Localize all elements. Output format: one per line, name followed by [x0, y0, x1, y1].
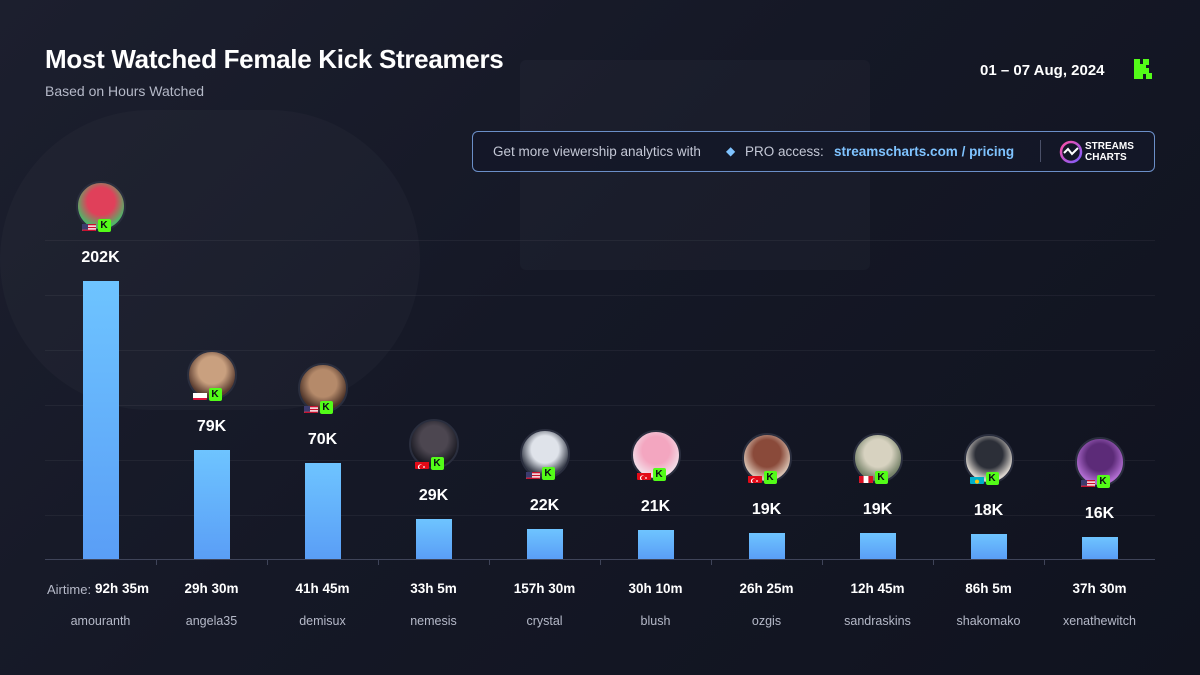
streamer-avatar	[630, 430, 681, 480]
gridline	[45, 515, 1155, 516]
bar-value-label: 29K	[418, 487, 449, 504]
pricing-link[interactable]: streamscharts.com / pricing	[834, 144, 1015, 159]
kick-badge-icon: K	[541, 467, 555, 480]
airtime-value: 29h 30m	[184, 581, 239, 596]
gridline	[45, 460, 1155, 461]
country-flag-icon	[192, 390, 207, 400]
x-axis-tick	[489, 560, 490, 565]
kick-badge-icon: K	[430, 457, 444, 470]
kick-badge-icon: K	[1096, 475, 1110, 488]
bar-demisux	[304, 463, 341, 559]
gridline	[45, 295, 1155, 296]
x-axis-line	[45, 559, 1155, 560]
promo-divider	[1040, 140, 1041, 162]
bar-value-label: 70K	[307, 431, 338, 448]
airtime-value: 33h 5m	[410, 581, 457, 596]
streams-charts-wordmark: STREAMS CHARTS	[1085, 141, 1134, 163]
x-tick-label: crystal	[526, 614, 563, 628]
kick-badge-icon: K	[652, 468, 666, 481]
bar-amouranth	[82, 281, 119, 559]
bar-blush	[637, 530, 674, 559]
x-axis-tick	[600, 560, 601, 565]
kick-badge-icon: K	[985, 472, 999, 485]
bar-value-label: 21K	[640, 498, 671, 515]
bar-value-label: 22K	[529, 497, 560, 514]
country-flag-icon	[747, 473, 762, 483]
bar-value-label: 19K	[751, 501, 782, 518]
pro-access-banner[interactable]: Get more viewership analytics with ◆ PRO…	[472, 131, 1155, 172]
x-tick-label: ozgis	[751, 614, 782, 628]
country-flag-icon	[81, 221, 96, 231]
gridline	[45, 405, 1155, 406]
bar-shakomako	[970, 534, 1007, 559]
kick-badge-icon: K	[763, 471, 777, 484]
country-flag-icon	[858, 473, 873, 483]
bar-ozgis	[748, 533, 785, 559]
x-tick-label: amouranth	[70, 614, 131, 628]
x-tick-label: shakomako	[956, 614, 1021, 628]
x-axis-tick	[933, 560, 934, 565]
airtime-value: 30h 10m	[628, 581, 683, 596]
airtime-value: 86h 5m	[965, 581, 1012, 596]
promo-text: Get more viewership analytics with	[493, 144, 701, 159]
bar-angela35	[193, 450, 230, 559]
date-range: 01 – 07 Aug, 2024	[980, 62, 1105, 79]
x-tick-label: nemesis	[410, 614, 457, 628]
x-axis-tick	[822, 560, 823, 565]
bar-crystal	[526, 529, 563, 559]
bar-sandraskins	[859, 533, 896, 559]
gridline	[45, 240, 1155, 241]
x-tick-label: sandraskins	[844, 614, 911, 628]
kick-badge-icon: K	[874, 471, 888, 484]
airtime-value: 26h 25m	[739, 581, 794, 596]
bar-value-label: 202K	[81, 249, 120, 266]
country-flag-icon	[1080, 477, 1095, 487]
diamond-icon: ◆	[726, 144, 736, 158]
kick-badge-icon: K	[97, 219, 111, 232]
x-tick-label: xenathewitch	[1063, 614, 1136, 628]
promo-pro-label: PRO access:	[745, 144, 824, 159]
airtime-value: 37h 30m	[1072, 581, 1127, 596]
kick-badge-icon: K	[319, 401, 333, 414]
x-axis-tick	[378, 560, 379, 565]
x-axis-tick	[1044, 560, 1045, 565]
country-flag-icon	[414, 459, 429, 469]
x-tick-label: demisux	[299, 614, 346, 628]
x-axis-tick	[711, 560, 712, 565]
x-tick-label: angela35	[185, 614, 238, 628]
country-flag-icon	[303, 403, 318, 413]
x-axis-tick	[156, 560, 157, 565]
bar-xenathewitch	[1081, 537, 1118, 559]
kick-logo-icon	[1134, 59, 1152, 79]
x-tick-label: blush	[640, 614, 671, 628]
streams-charts-logo-icon	[1059, 140, 1083, 164]
kick-badge-icon: K	[208, 388, 222, 401]
airtime-value: 12h 45m	[850, 581, 905, 596]
country-flag-icon	[969, 474, 984, 484]
airtime-value: 41h 45m	[295, 581, 350, 596]
streamer-avatar	[186, 350, 237, 400]
streamer-avatar	[519, 429, 570, 479]
airtime-value: 92h 35m	[95, 581, 150, 596]
airtime-value: 157h 30m	[513, 581, 576, 596]
airtime-row-label: Airtime:	[47, 582, 92, 597]
bar-value-label: 18K	[973, 502, 1004, 519]
x-axis-tick	[267, 560, 268, 565]
country-flag-icon	[636, 470, 651, 480]
chart-subtitle: Based on Hours Watched	[45, 83, 205, 99]
bar-nemesis	[415, 519, 452, 559]
country-flag-icon	[525, 469, 540, 479]
bar-value-label: 19K	[862, 501, 893, 518]
bar-value-label: 16K	[1084, 505, 1115, 522]
chart-title: Most Watched Female Kick Streamers	[45, 44, 504, 74]
bar-value-label: 79K	[196, 418, 227, 435]
gridline	[45, 350, 1155, 351]
